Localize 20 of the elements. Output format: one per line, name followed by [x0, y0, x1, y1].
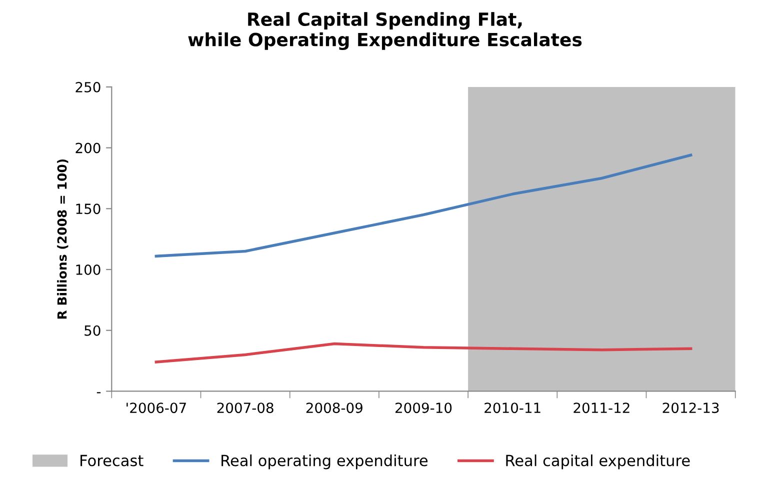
x-tick-label: 2008-09 — [306, 402, 362, 414]
y-tick-label: 150 — [76, 204, 100, 214]
legend-label: Real capital expenditure — [506, 454, 690, 470]
line-series — [154, 342, 692, 364]
x-tick-label: '2006-07 — [126, 402, 186, 414]
y-tick-label: 250 — [76, 82, 100, 92]
y-tick-label: 50 — [84, 325, 100, 336]
legend-label: Real operating expenditure — [222, 454, 428, 470]
x-tick-label: 2009-10 — [396, 402, 452, 414]
x-tick-label: 2007-08 — [217, 402, 274, 414]
x-tick-label: 2011-12 — [574, 402, 630, 414]
y-tick-label: - — [96, 392, 101, 394]
y-tick-label: 100 — [76, 264, 100, 275]
y-tick-label: 200 — [76, 142, 100, 154]
y-axis-title: R Billions (2008 = 100) — [57, 159, 68, 319]
legend-label: Forecast — [80, 454, 144, 466]
x-tick-label: 2012-13 — [662, 402, 719, 414]
line-series — [154, 154, 692, 258]
x-tick-label: 2010-11 — [484, 402, 540, 414]
chart-title: Real Capital Spending Flat, while Operating Expenditure Escalates — [188, 12, 582, 50]
